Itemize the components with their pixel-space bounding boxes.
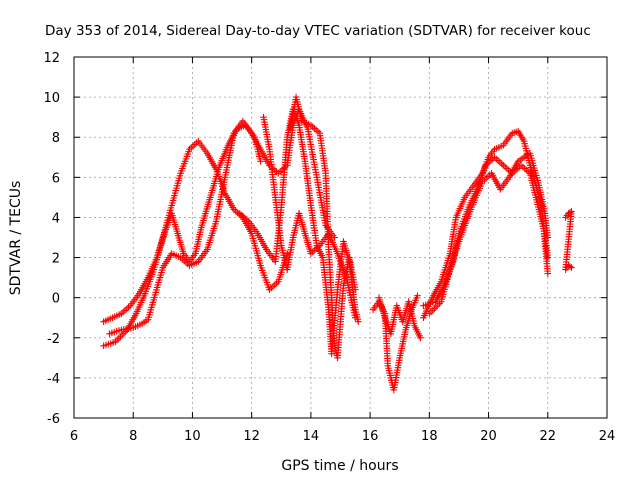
x-tick-label: 22 <box>540 429 557 444</box>
x-tick-label: 6 <box>70 429 78 444</box>
y-tick-label: -4 <box>47 372 60 387</box>
series-track-j <box>420 153 552 309</box>
y-tick-labels: -6 -4 -2 0 2 4 6 8 10 12 <box>43 51 60 427</box>
y-tick-label: 2 <box>52 252 60 267</box>
data-point <box>544 270 552 277</box>
axis-ticks <box>73 56 608 419</box>
data-point <box>566 209 574 216</box>
data-point <box>257 157 264 165</box>
x-tick-label: 12 <box>243 429 260 444</box>
series-track-h <box>375 294 424 342</box>
y-tick-label: 0 <box>52 292 60 307</box>
series-track-l <box>562 208 575 273</box>
plot-frame <box>73 56 608 419</box>
x-tick-label: 16 <box>362 429 379 444</box>
x-tick-label: 14 <box>303 429 320 444</box>
data-point <box>414 292 421 299</box>
data-point <box>568 264 575 271</box>
y-tick-label: 10 <box>43 91 60 106</box>
data-point <box>352 286 359 293</box>
x-tick-labels: 6 8 10 12 14 16 18 20 22 24 <box>70 429 615 444</box>
series-track-f <box>286 93 359 362</box>
series-track-b <box>100 137 291 350</box>
y-tick-label: 4 <box>52 211 60 226</box>
y-tick-label: -2 <box>47 332 60 347</box>
y-tick-label: 12 <box>43 51 60 66</box>
y-tick-label: 8 <box>52 131 60 146</box>
x-tick-label: 10 <box>184 429 201 444</box>
data-point <box>354 318 362 326</box>
data-point <box>544 234 552 241</box>
series-track-k <box>426 149 552 318</box>
x-tick-label: 18 <box>421 429 438 444</box>
x-axis-label: GPS time / hours <box>281 458 398 474</box>
x-tick-label: 20 <box>480 429 497 444</box>
chart-title: Day 353 of 2014, Sidereal Day-to-day VTE… <box>45 23 591 39</box>
y-tick-label: -6 <box>47 412 60 427</box>
data-points <box>100 93 575 394</box>
x-tick-label: 8 <box>129 429 137 444</box>
y-tick-label: 6 <box>52 171 60 186</box>
data-point <box>417 334 424 342</box>
data-point <box>566 263 574 270</box>
data-point <box>544 254 552 261</box>
series-track-g <box>369 292 421 394</box>
y-axis-label: SDTVAR / TECUs <box>8 181 24 296</box>
x-tick-label: 24 <box>599 429 616 444</box>
data-point <box>352 314 359 322</box>
